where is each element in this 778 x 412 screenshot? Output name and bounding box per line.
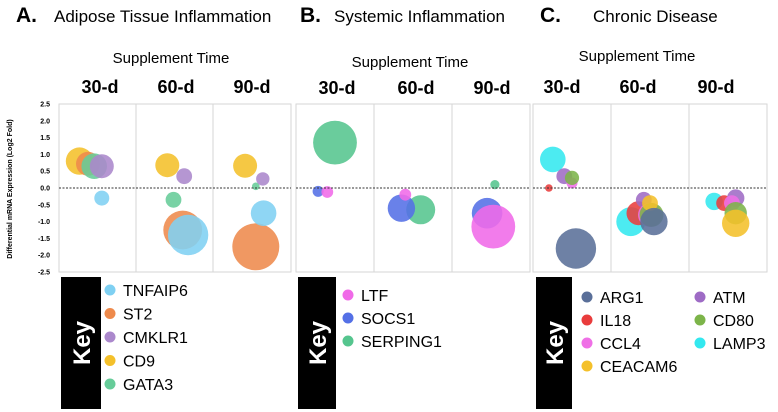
bubble-arg1-60-d: [640, 207, 668, 236]
panel-c-key-label: Key: [542, 320, 569, 365]
panel-b-key-box: [298, 277, 336, 409]
panel-c-title: Chronic Disease: [593, 7, 718, 26]
bubble-ceacam6-90-d: [722, 209, 750, 237]
panel-c-cat-90d: 90-d: [697, 77, 734, 97]
bubble-ltf-60-d: [399, 188, 412, 201]
y-tick-label: -2.5: [38, 270, 50, 277]
bubble-tnfaip6-60-d: [167, 214, 209, 256]
bubble-ltf-30-d: [321, 186, 334, 198]
legend-label-serping1: SERPING1: [361, 334, 442, 351]
bubble-cd9-60-d: [155, 153, 180, 178]
legend-marker-cd80: [694, 314, 706, 326]
panel-a-cat-60d: 60-d: [157, 77, 194, 97]
y-tick-label: 1.5: [40, 135, 50, 142]
panel-a-cat-90d: 90-d: [233, 77, 270, 97]
panel-c-key-box: [536, 277, 572, 409]
y-axis-ticks: 2.5 2.0 1.5 1.0 0.5 0.0 -0.5 -1.0 -1.5 -2.0 -2.5: [38, 102, 50, 277]
bubble-cmklr1-90-d: [256, 172, 270, 186]
panel-b-xlabel: Supplement Time: [352, 54, 469, 71]
legend-marker-arg1: [581, 291, 593, 303]
legend-label-lamp3: LAMP3: [713, 336, 766, 353]
bubble-st2-90-d: [232, 223, 280, 271]
panel-c-xlabel: Supplement Time: [579, 48, 696, 65]
panel-a-bubbles: [65, 147, 280, 271]
panel-b-cat-60d: 60-d: [397, 78, 434, 98]
y-tick-label: 1.0: [40, 152, 50, 159]
legend-label-cd80: CD80: [713, 313, 754, 330]
bubble-lamp3-30-d: [540, 146, 566, 173]
legend-label-cd9: CD9: [123, 354, 155, 371]
legend-marker-il18: [581, 314, 593, 326]
panel-a-xlabel: Supplement Time: [113, 50, 230, 67]
legend-label-st2: ST2: [123, 307, 152, 324]
panel-a-key-box: [61, 277, 101, 409]
y-tick-label: 0.0: [40, 186, 50, 193]
panel-b-cat-90d: 90-d: [473, 78, 510, 98]
panel-b-cat-30d: 30-d: [318, 78, 355, 98]
legend-label-ceacam6: CEACAM6: [600, 359, 677, 376]
legends: TNFAIP6 ST2 CMKLR1 CD9 GATA3 LTF SOCS1 SERPING1…: [104, 283, 766, 394]
bubble-tnfaip6-90-d: [250, 200, 277, 226]
panel-b-letter: B.: [300, 4, 321, 27]
legend-label-gata3: GATA3: [123, 377, 173, 394]
legend-label-ltf: LTF: [361, 288, 388, 305]
legend-marker-cd9: [104, 355, 116, 366]
panel-a-key-label: Key: [69, 320, 96, 365]
y-tick-label: 2.0: [40, 118, 50, 125]
legend-marker-ltf: [342, 289, 354, 301]
bubble-cd9-90-d: [233, 153, 258, 178]
y-tick-label: -2.0: [38, 253, 50, 260]
panel-a-cat-30d: 30-d: [81, 77, 118, 97]
legend-marker-atm: [694, 291, 706, 303]
bubble-cmklr1-30-d: [89, 154, 114, 179]
panel-a-letter: A.: [16, 4, 37, 27]
legend-label-atm: ATM: [713, 290, 746, 307]
panel-c-bubbles: [540, 146, 750, 269]
y-tick-label: -1.5: [38, 236, 50, 243]
legend-marker-ceacam6: [581, 360, 593, 372]
legend-label-ccl4: CCL4: [600, 336, 641, 353]
panel-b-bubbles: [312, 120, 516, 249]
legend-label-socs1: SOCS1: [361, 311, 415, 328]
legend-label-arg1: ARG1: [600, 290, 644, 307]
y-tick-label: -0.5: [38, 202, 50, 209]
bubble-tnfaip6-30-d: [94, 190, 110, 206]
bubble-socs1-30-d: [312, 185, 324, 197]
legend-marker-socs1: [342, 312, 354, 324]
panel-b-title: Systemic Inflammation: [334, 7, 505, 26]
bubble-cmklr1-60-d: [176, 168, 193, 185]
legend-label-cmklr1: CMKLR1: [123, 330, 188, 347]
y-axis-label: Differential mRNA Expression (Log2 Fold): [7, 119, 14, 258]
legend-marker-cmklr1: [104, 331, 116, 343]
bubble-socs1-60-d: [387, 194, 416, 222]
legend-marker-st2: [104, 308, 116, 319]
legend-marker-lamp3: [694, 337, 706, 349]
bubble-ltf-90-d: [471, 204, 516, 249]
bubble-gata3-90-d: [252, 182, 260, 191]
panel-a-title: Adipose Tissue Inflammation: [54, 7, 271, 26]
legend-label-tnfaip6: TNFAIP6: [123, 283, 188, 300]
legend-marker-tnfaip6: [104, 284, 116, 296]
bubble-serping1-90-d: [490, 180, 500, 190]
y-tick-label: -1.0: [38, 219, 50, 226]
bubble-serping1-30-d: [313, 120, 357, 165]
y-tick-label: 2.5: [40, 102, 50, 109]
bubble-ceacam6-60-d: [642, 195, 658, 212]
panel-b-key-label: Key: [305, 320, 332, 365]
legend-marker-ccl4: [581, 337, 593, 349]
legend-marker-serping1: [342, 335, 354, 347]
bubble-gata3-60-d: [165, 191, 182, 208]
panel-c-cat-60d: 60-d: [619, 77, 656, 97]
y-tick-label: 0.5: [40, 169, 50, 176]
panel-c-cat-30d: 30-d: [543, 77, 580, 97]
panel-c-letter: C.: [540, 4, 561, 27]
bubble-arg1-30-d: [555, 228, 597, 269]
legend-label-il18: IL18: [600, 313, 631, 330]
legend-marker-gata3: [104, 378, 116, 390]
bubble-cd80-30-d: [564, 170, 580, 185]
